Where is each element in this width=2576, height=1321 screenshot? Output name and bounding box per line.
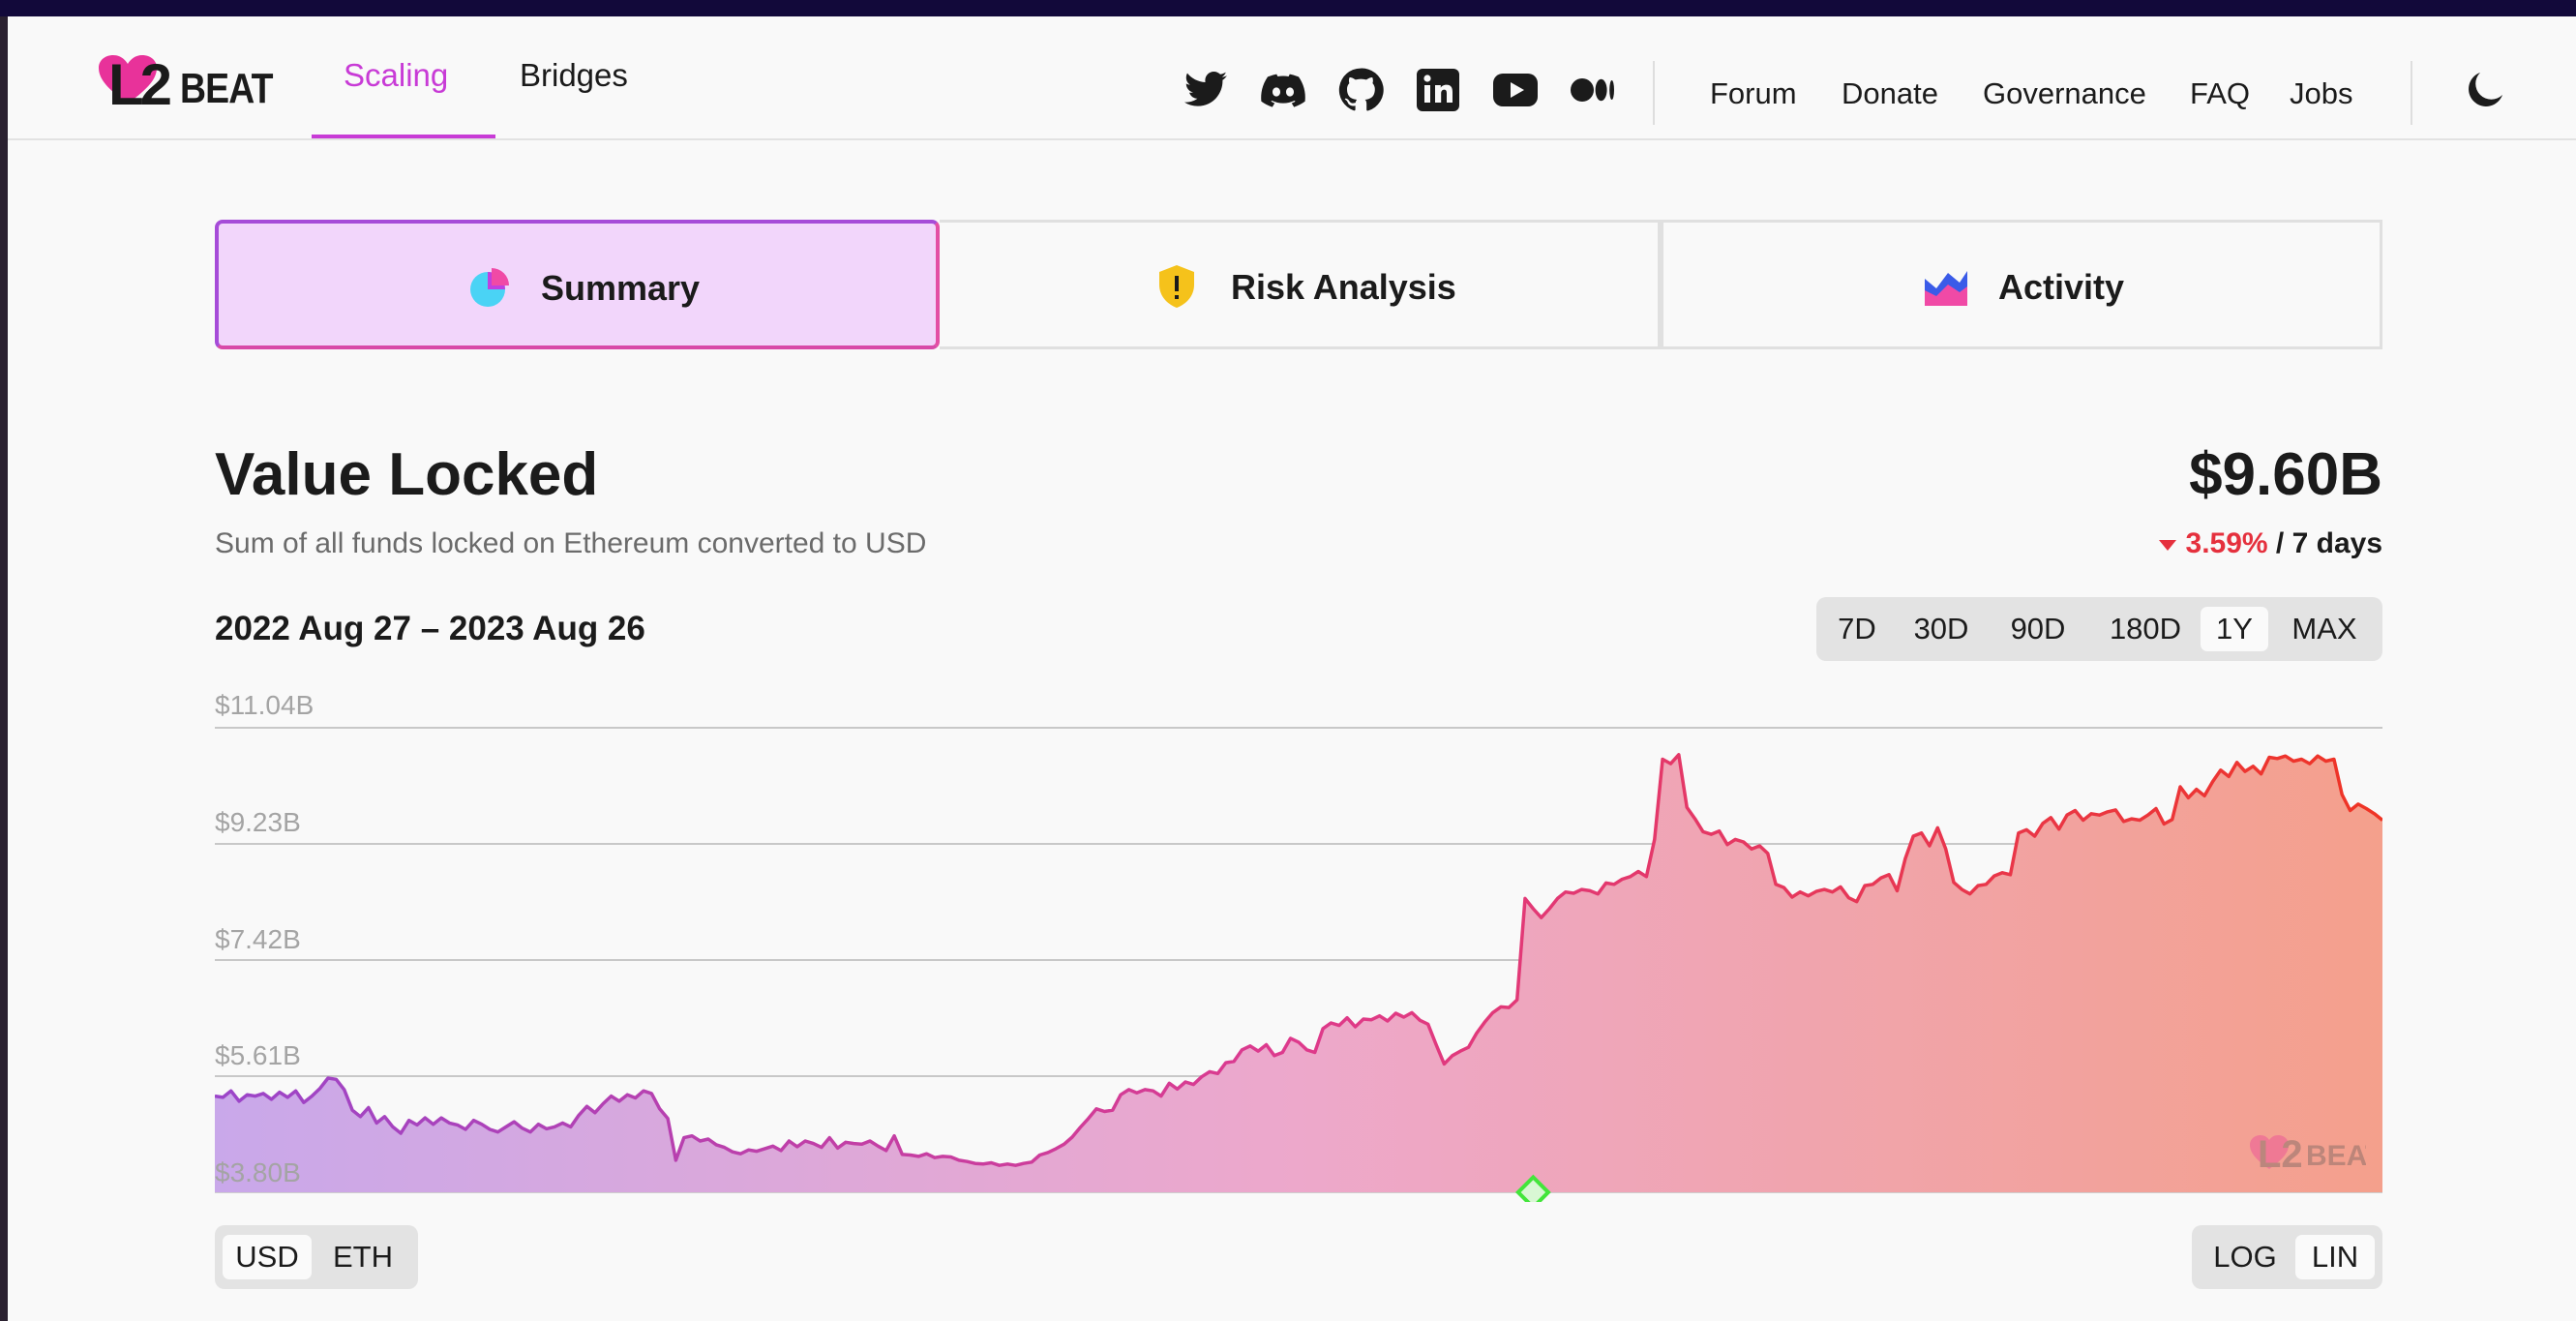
nav-governance[interactable]: Governance (1983, 76, 2146, 110)
tab-risk-analysis-label: Risk Analysis (1231, 267, 1456, 307)
nav-scaling[interactable]: Scaling (344, 57, 449, 93)
scale-toggle: LOG LIN (2192, 1225, 2382, 1289)
range-max-button[interactable]: MAX (2291, 612, 2357, 645)
nav-active-indicator (312, 135, 495, 138)
currency-usd-button[interactable]: USD (223, 1235, 312, 1279)
l2beat-logo[interactable]: L2 BEAT (99, 44, 273, 125)
logo-heart-icon (99, 55, 157, 104)
section-title: Value Locked (215, 441, 599, 508)
tab-activity[interactable]: Activity (1661, 220, 2382, 349)
nav-divider (1653, 61, 1655, 125)
y-tick-label: $5.61B (215, 1040, 301, 1070)
change-period: / 7 days (2267, 527, 2382, 559)
svg-text:BEAT: BEAT (2306, 1140, 2366, 1172)
weekly-change: 3.59% / 7 days (2158, 527, 2382, 560)
section-subtitle: Sum of all funds locked on Ethereum conv… (215, 527, 927, 559)
currency-eth-button[interactable]: ETH (333, 1240, 393, 1274)
nav-forum[interactable]: Forum (1710, 76, 1797, 110)
nav-divider (2411, 61, 2412, 125)
logo-wordmark: BEAT (180, 65, 273, 112)
dark-mode-moon-icon[interactable] (2462, 67, 2508, 113)
pie-chart-icon (470, 268, 509, 307)
scale-log-button[interactable]: LOG (2213, 1240, 2277, 1274)
logo-l2-mark: L2 (108, 52, 172, 117)
medium-icon[interactable] (1568, 67, 1618, 113)
tab-summary[interactable]: Summary (215, 220, 940, 349)
shield-warning-icon (1159, 265, 1194, 308)
range-30d-button[interactable]: 30D (1913, 612, 1969, 645)
discord-icon[interactable] (1258, 67, 1308, 113)
nav-bridges[interactable]: Bridges (520, 57, 628, 93)
y-tick-label: $9.23B (215, 807, 301, 837)
caret-down-icon (2158, 539, 2176, 551)
activity-chart-icon (1925, 271, 1967, 306)
y-tick-label: $7.42B (215, 924, 301, 954)
y-tick-label: $11.04B (215, 690, 315, 720)
youtube-icon[interactable] (1490, 67, 1541, 113)
scale-lin-button[interactable]: LIN (2295, 1235, 2375, 1279)
svg-text:L2: L2 (2258, 1133, 2303, 1173)
total-value-locked: $9.60B (2189, 441, 2382, 508)
milestone-marker[interactable] (1515, 1174, 1551, 1202)
window-left-edge (0, 16, 8, 1321)
chart-date-range: 2022 Aug 27 – 2023 Aug 26 (215, 610, 645, 647)
chart-area-fill (215, 754, 2382, 1192)
github-icon[interactable] (1335, 67, 1386, 113)
nav-jobs[interactable]: Jobs (2290, 76, 2353, 110)
range-90d-button[interactable]: 90D (2010, 612, 2066, 645)
tab-activity-label: Activity (1998, 267, 2125, 307)
change-percent: 3.59% (2185, 527, 2268, 559)
chart-watermark-logo: L2 BEAT (2250, 1133, 2366, 1173)
nav-faq[interactable]: FAQ (2190, 76, 2251, 110)
tab-summary-label: Summary (541, 268, 701, 308)
twitter-icon[interactable] (1181, 67, 1231, 113)
currency-toggle: USD ETH (215, 1225, 418, 1289)
value-locked-chart[interactable] (215, 689, 2382, 1202)
top-navigation: L2 BEAT Scaling Bridges Forum Donate Gov… (8, 16, 2576, 140)
range-1y-button[interactable]: 1Y (2201, 607, 2268, 651)
range-7d-button[interactable]: 7D (1838, 612, 1876, 645)
nav-donate[interactable]: Donate (1842, 76, 1938, 110)
chart-series-line (215, 753, 2382, 1167)
range-180d-button[interactable]: 180D (2109, 612, 2182, 645)
y-tick-label: $3.80B (215, 1157, 301, 1187)
linkedin-icon[interactable] (1413, 67, 1463, 113)
browser-top-edge (0, 0, 2576, 16)
tab-risk-analysis[interactable]: Risk Analysis (940, 220, 1661, 349)
time-range-selector: 7D 30D 90D 180D 1Y MAX (1816, 597, 2382, 661)
